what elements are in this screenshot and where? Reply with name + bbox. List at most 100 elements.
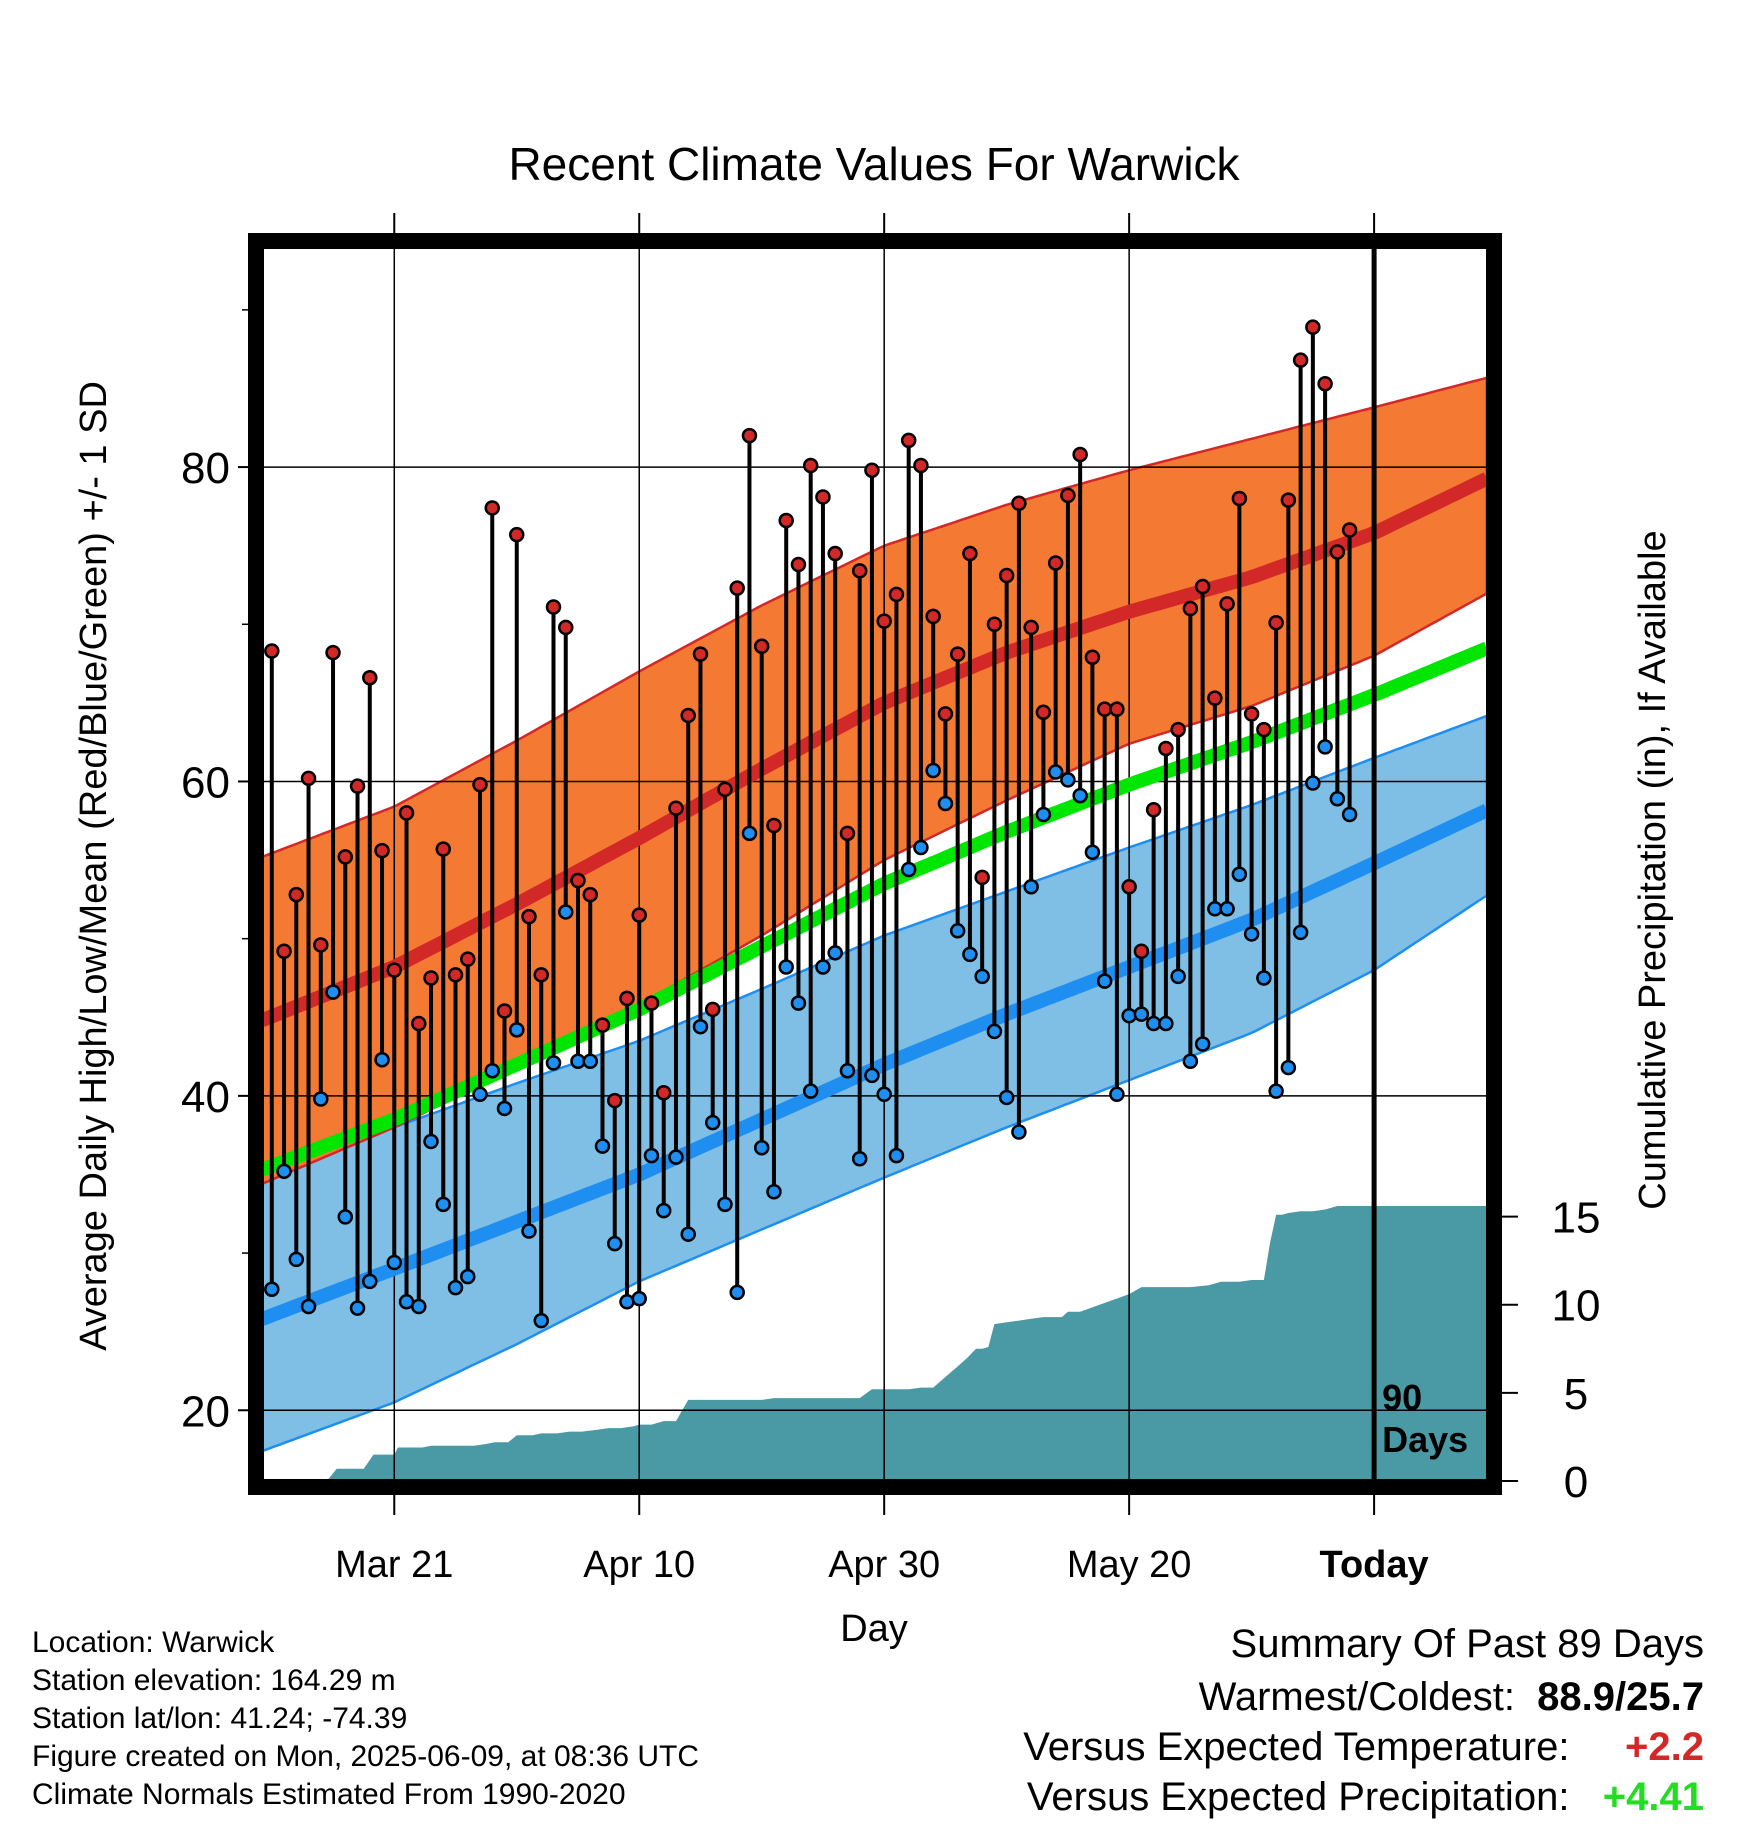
daily-low-point [1305,775,1321,791]
daily-high-point [1219,596,1235,612]
daily-low-point [717,1196,733,1213]
daily-high-point [790,556,807,573]
daily-low-point [435,1196,452,1213]
daily-high-point [1231,490,1248,507]
daily-high-point [1084,649,1101,666]
daily-high-point [839,825,856,842]
daily-high-point [447,967,464,983]
y-tick-label: 80 [181,444,230,493]
daily-high-point [386,962,403,978]
daily-low-point [815,959,831,975]
temp-label: Versus Expected Temperature: [1023,1725,1570,1769]
daily-low-point [313,1091,329,1107]
daily-high-point [276,943,292,959]
daily-high-point [815,489,831,505]
daily-low-point [349,1300,366,1316]
daily-high-point [619,990,635,1007]
daily-high-point [325,644,341,661]
daily-low-point [276,1163,292,1180]
daily-high-point [827,545,843,562]
daily-high-point [998,567,1015,584]
daily-high-point [1341,522,1358,538]
y2-tick-label: 0 [1564,1458,1588,1507]
daily-high-point [570,872,586,889]
daily-low-point [974,968,990,985]
daily-high-point [398,805,415,821]
daily-high-point [411,1015,427,1032]
axes: 20 40 60 80 0 5 10 15 Mar 21 Apr 10 Apr 30 May 20 To… [181,213,1600,1586]
daily-high-point [349,778,366,794]
daily-low-point [606,1235,623,1252]
daily-low-point [594,1138,611,1154]
daily-high-point [484,500,501,516]
daily-high-point [1133,943,1150,959]
daily-high-point [668,800,684,816]
elevation-text: Station elevation: 164.29 m [32,1664,396,1697]
daily-low-point [802,1083,819,1099]
daily-low-point [962,946,978,963]
daily-high-point [472,776,488,793]
daily-high-point [729,580,745,596]
daily-low-point [729,1284,745,1301]
daily-low-point [839,1062,856,1079]
daily-high-point [986,616,1003,633]
daily-high-point [741,427,758,444]
daily-low-point [447,1279,464,1296]
y2-axis-label: Cumulative Precipitation (in), If Availa… [1632,530,1674,1209]
daily-low-point [1194,1036,1211,1052]
summary-precipitation: Versus Expected Precipitation: +4.41 [1027,1775,1704,1820]
plot-area: 90 Days [262,247,1488,1481]
daily-high-point [300,770,317,787]
x-tick-label: Mar 21 [335,1544,453,1586]
daily-low-point [1317,739,1333,755]
daily-high-point [1145,802,1162,818]
daily-low-point [300,1298,317,1315]
daily-low-point [1280,1059,1297,1076]
x-tick-label: May 20 [1067,1544,1192,1586]
daily-high-point [766,817,782,834]
daily-high-point [851,563,868,579]
daily-high-point [533,967,549,983]
daily-low-point [1072,787,1088,804]
daily-high-point [557,619,574,636]
daily-low-point [937,795,954,812]
daily-low-point [509,1022,525,1038]
daily-low-point [888,1147,905,1164]
daily-high-point [1194,578,1211,595]
daily-low-point [619,1294,635,1310]
y-tick-label: 40 [181,1073,230,1122]
daily-low-point [680,1226,696,1242]
days-marker-label: 90 Days [1382,1377,1468,1460]
daily-low-point [925,762,941,779]
warmest-label: Warmest/Coldest: [1198,1675,1515,1719]
station-info: Location: Warwick Station elevation: 164… [32,1624,699,1814]
daily-low-point [1292,924,1309,941]
daily-high-point [582,886,598,903]
daily-low-point [655,1202,672,1219]
high-normal-line [262,472,1488,1027]
daily-high-point [337,849,354,865]
daily-low-point [1133,1006,1150,1022]
daily-high-point [888,586,905,603]
daily-high-point [692,646,709,662]
daily-high-point [362,669,378,686]
daily-high-point [1023,619,1039,636]
daily-high-point [1268,614,1284,631]
daily-high-point [1035,704,1052,721]
daily-high-point [974,869,990,886]
daily-high-point [704,1001,721,1018]
daily-low-point [643,1147,660,1164]
daily-low-point [472,1086,488,1103]
daily-high-point [435,841,452,857]
summary-temperature: Versus Expected Temperature: +2.2 [1023,1725,1704,1770]
daily-high-point [900,432,917,449]
daily-high-point [545,599,562,615]
x-axis-label: Day [840,1608,908,1650]
daily-low-point [1268,1083,1284,1099]
daily-high-point [606,1092,623,1109]
daily-high-point [1109,701,1125,717]
location-text: Location: Warwick [32,1626,275,1659]
daily-high-point [1329,544,1346,560]
daily-low-point [778,959,794,975]
